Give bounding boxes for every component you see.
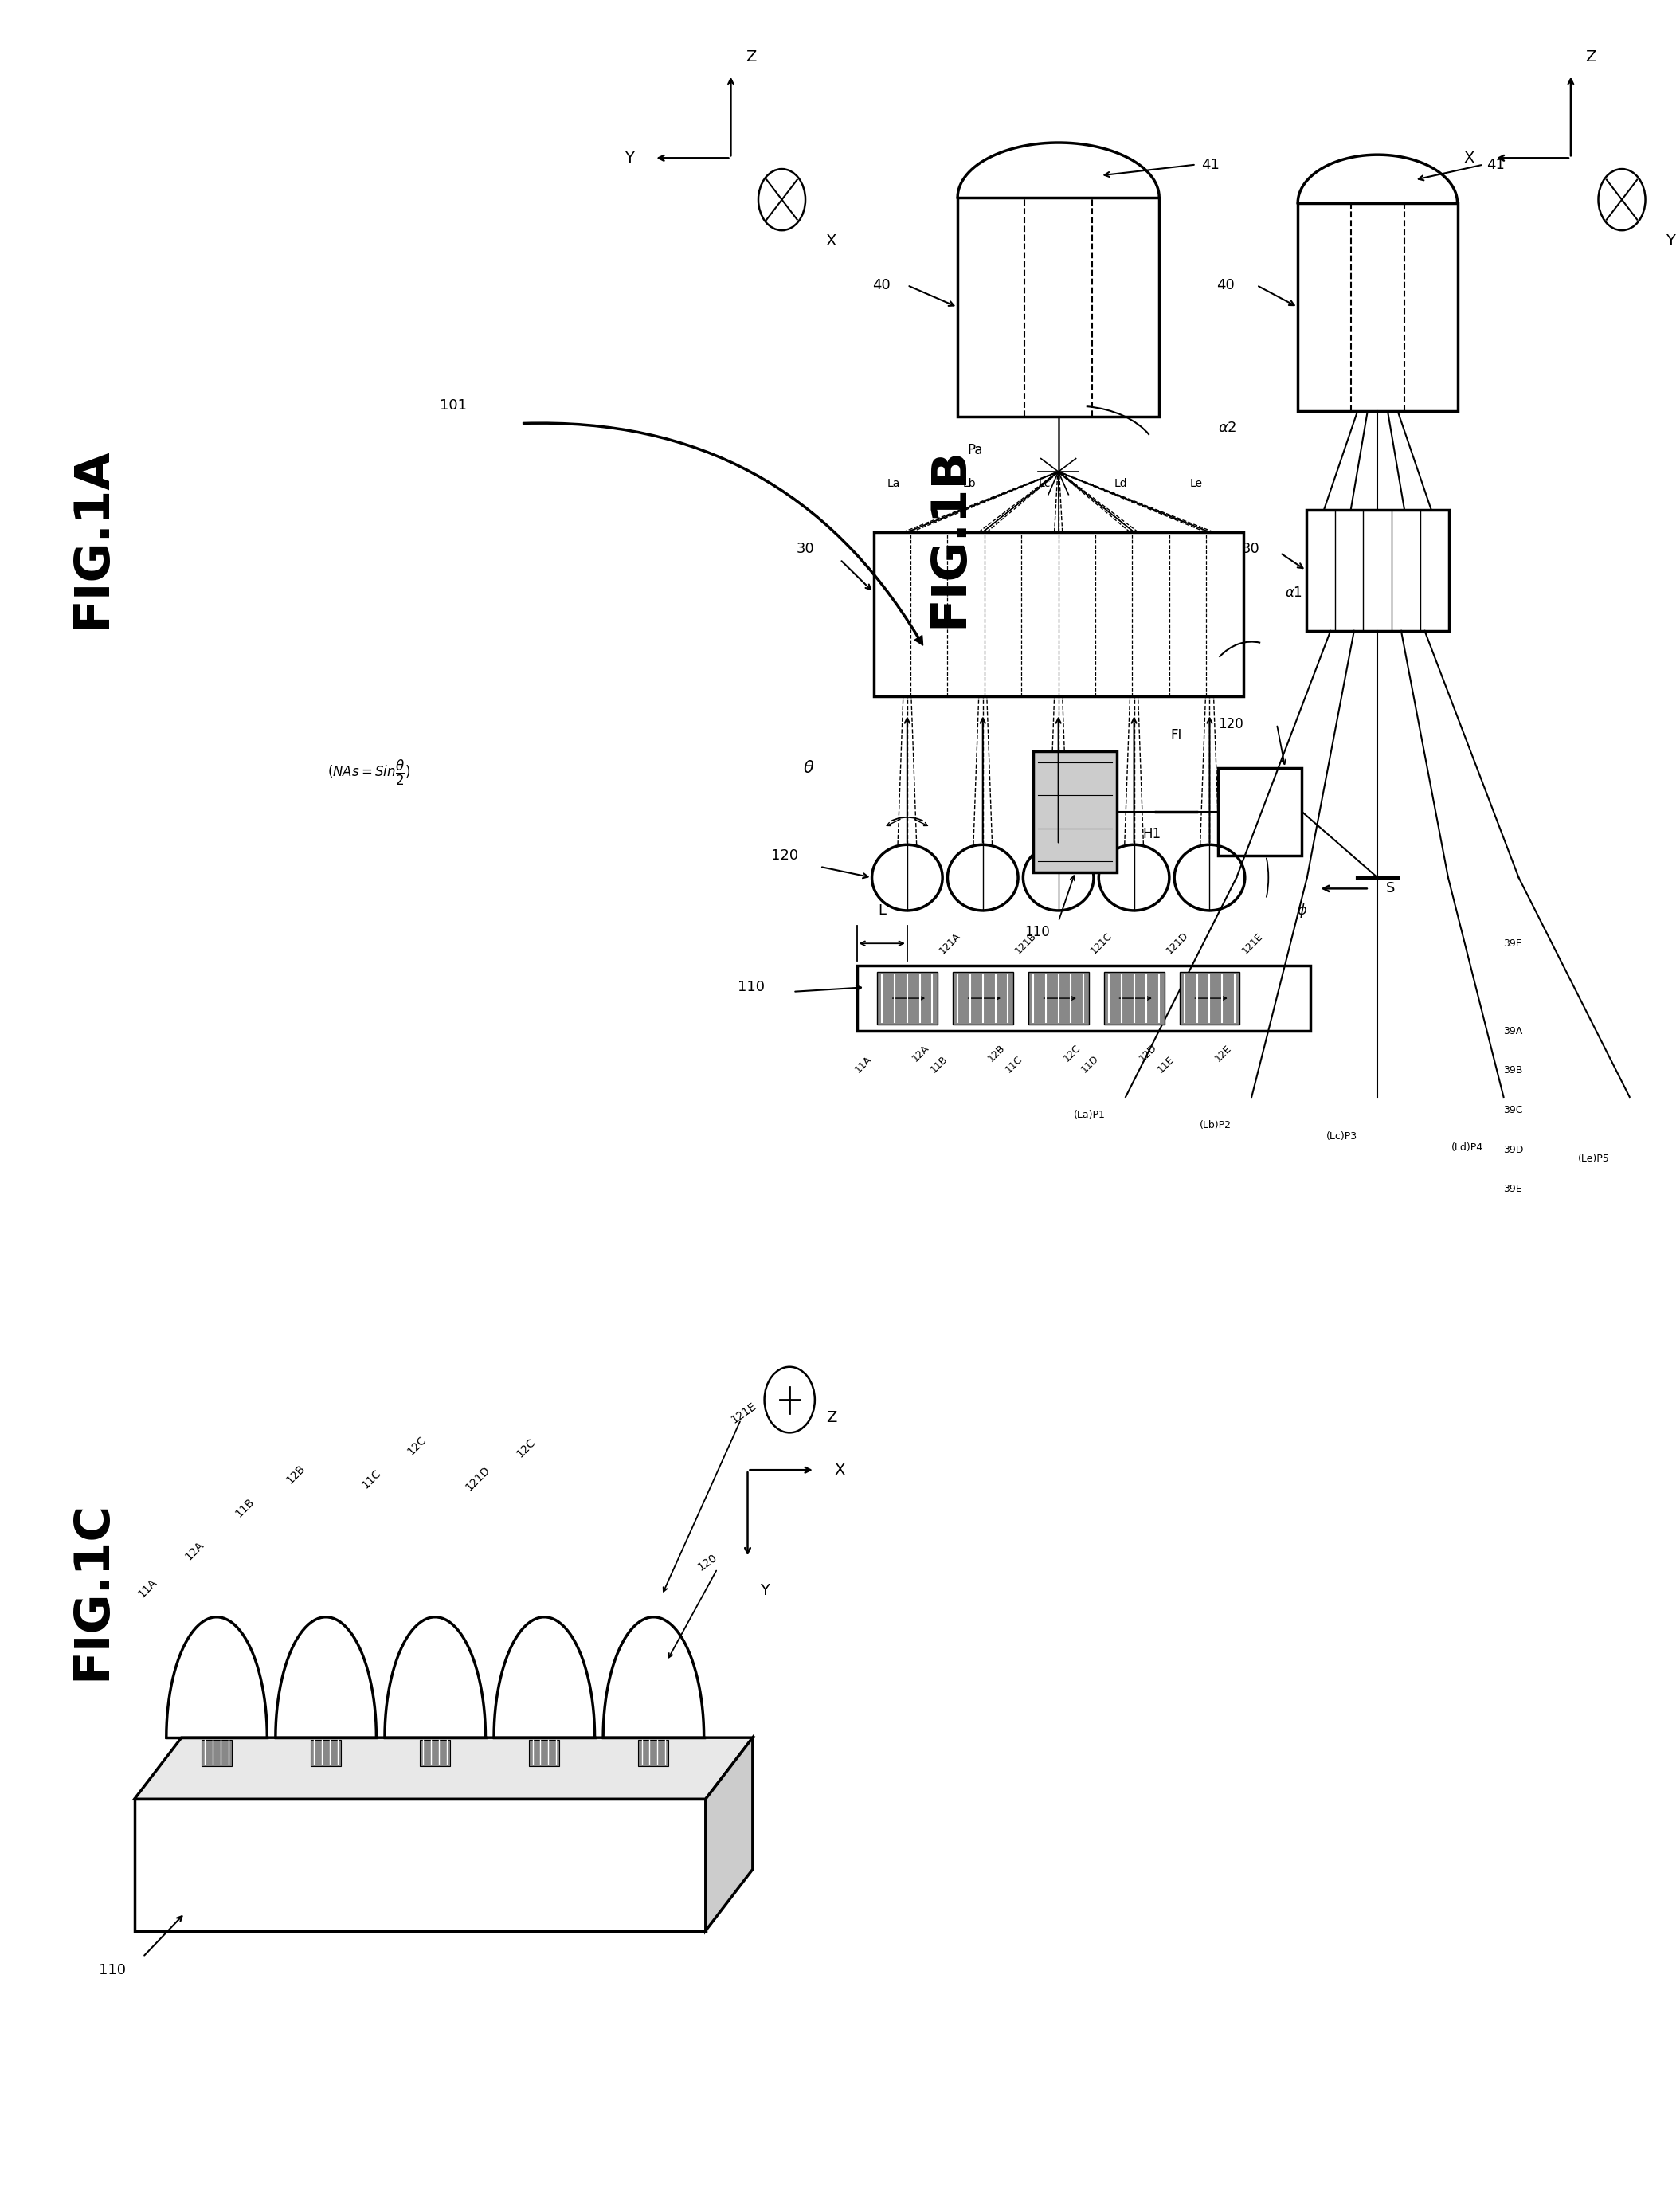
Text: Lc: Lc [1038,478,1052,489]
Text: 12E: 12E [1213,1042,1233,1064]
Bar [311,1740,341,1766]
Text: H1: H1 [1142,827,1161,840]
Text: 11B: 11B [927,1053,949,1075]
Text: 121B: 121B [1013,930,1038,957]
Text: Y: Y [1667,235,1675,248]
Text: 12C: 12C [405,1435,428,1457]
Text: (Ld)P4: (Ld)P4 [1452,1143,1483,1152]
Text: 11E: 11E [1156,1053,1176,1075]
Bar [857,965,1310,1031]
Bar [953,972,1013,1025]
Text: FIG.1C: FIG.1C [69,1501,116,1681]
Text: Z: Z [1586,50,1596,64]
Text: 12D: 12D [1137,1042,1159,1064]
Text: 110: 110 [99,1964,126,1977]
Text: L: L [879,904,885,917]
Text: $\alpha$1: $\alpha$1 [1285,586,1302,599]
Text: 39C: 39C [1504,1106,1524,1115]
Text: $(NAs=Sin\dfrac{\theta}{2})$: $(NAs=Sin\dfrac{\theta}{2})$ [328,757,412,788]
Bar [638,1740,669,1766]
Text: 110: 110 [738,981,764,994]
Polygon shape [134,1738,753,1799]
Bar [420,1740,450,1766]
Text: Z: Z [746,50,756,64]
Text: 121E: 121E [1240,930,1265,957]
Text: Pa: Pa [968,443,983,456]
Bar [1104,972,1164,1025]
Text: 41: 41 [1201,158,1220,171]
Text: 120: 120 [771,849,798,862]
Text: X: X [825,235,837,248]
Text: 30: 30 [796,542,815,555]
Text: 39E: 39E [1504,1185,1522,1194]
Text: Z: Z [827,1411,837,1424]
Text: X: X [1463,151,1475,165]
Text: Y: Y [759,1584,769,1597]
Text: Ld: Ld [1114,478,1127,489]
Text: X: X [835,1463,845,1477]
Text: Y: Y [625,151,633,165]
Text: Lb: Lb [963,478,976,489]
Text: 12B: 12B [284,1463,307,1485]
Text: 120: 120 [1218,717,1243,731]
Text: 11A: 11A [136,1577,160,1599]
Text: 11B: 11B [234,1496,257,1518]
Text: 121D: 121D [1164,930,1191,957]
Text: 121E: 121E [729,1400,758,1426]
Text: La: La [887,478,900,489]
Text: (Lb)P2: (Lb)P2 [1200,1121,1231,1130]
Text: 40: 40 [1216,279,1235,292]
Bar [1297,202,1457,412]
Bar [874,533,1243,698]
Text: 40: 40 [872,279,890,292]
Text: $\theta$: $\theta$ [803,759,815,777]
FancyArrowPatch shape [522,421,922,645]
Bar [1179,972,1240,1025]
Text: 121C: 121C [1089,930,1114,957]
Text: 11D: 11D [1079,1053,1100,1075]
Text: $\alpha$2: $\alpha$2 [1218,421,1236,434]
Text: 39A: 39A [1504,1027,1522,1036]
Polygon shape [706,1738,753,1931]
Text: 110: 110 [1025,926,1050,939]
Text: 39B: 39B [1504,1066,1524,1075]
Bar [202,1740,232,1766]
Text: 121D: 121D [464,1463,492,1494]
Text: 39E: 39E [1504,939,1522,948]
Bar [134,1799,706,1931]
Text: 120: 120 [696,1551,719,1573]
Text: FI: FI [1171,728,1181,742]
Text: 39D: 39D [1504,1145,1524,1154]
Text: 41: 41 [1487,158,1505,171]
Bar [958,197,1159,417]
Text: 12A: 12A [183,1540,207,1562]
Text: (Le)P5: (Le)P5 [1578,1154,1609,1163]
Text: FIG.1B: FIG.1B [926,448,973,627]
Text: (Lc)P3: (Lc)P3 [1326,1132,1357,1141]
Text: FIG.1A: FIG.1A [69,448,116,627]
Bar [877,972,937,1025]
Text: 12C: 12C [1062,1042,1084,1064]
Text: 101: 101 [440,399,467,412]
Bar [1218,768,1302,856]
Text: 12C: 12C [514,1437,538,1459]
Bar [1033,750,1117,871]
Text: 121A: 121A [937,930,963,957]
Bar [1028,972,1089,1025]
Bar [1307,509,1448,632]
Bar [529,1740,559,1766]
Text: 11A: 11A [853,1053,874,1075]
Text: $\phi$: $\phi$ [1297,902,1307,919]
Text: 11C: 11C [1003,1053,1025,1075]
Text: 12A: 12A [911,1042,931,1064]
Text: (La)P1: (La)P1 [1074,1110,1105,1119]
Text: S: S [1386,882,1394,895]
Text: Le: Le [1189,478,1203,489]
Text: 11C: 11C [360,1468,383,1490]
Text: 30: 30 [1242,542,1260,555]
Text: 12B: 12B [986,1042,1008,1064]
